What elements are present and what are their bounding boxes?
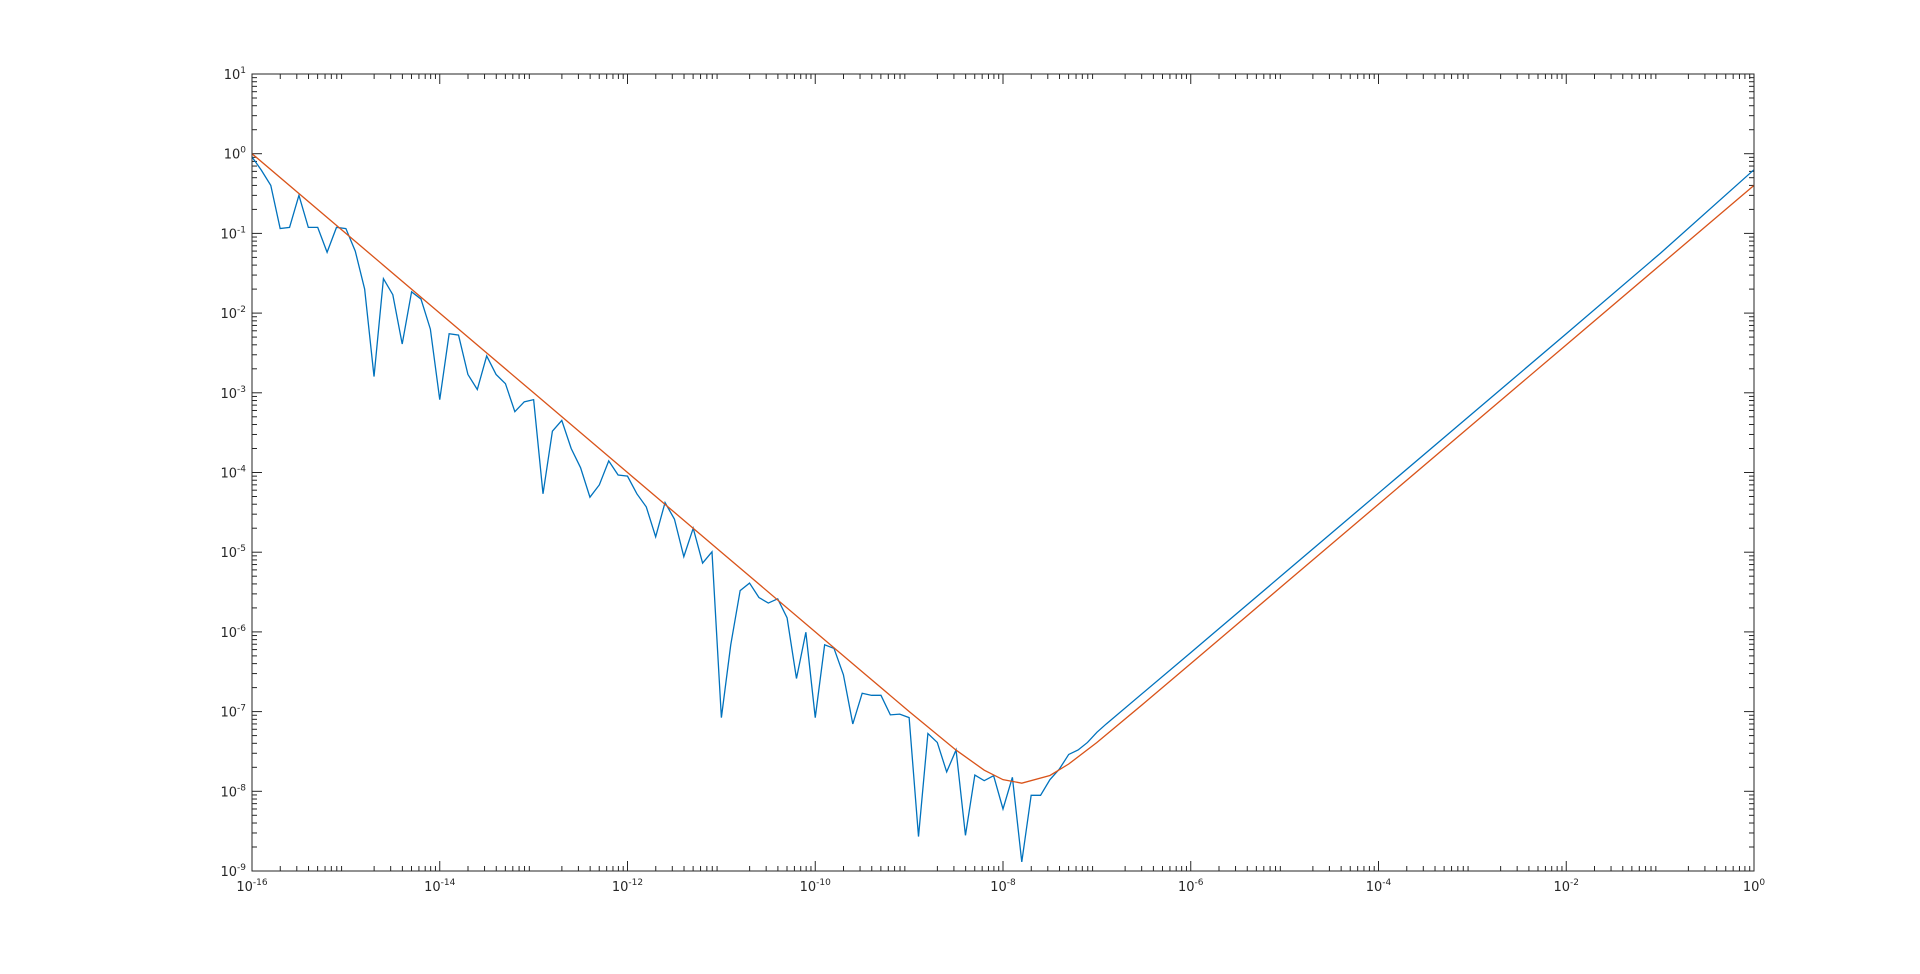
y-tick-label: 10-6 bbox=[220, 624, 246, 641]
x-tick-label-base: 10 bbox=[990, 880, 1007, 895]
y-tick-label-base: 10 bbox=[220, 626, 237, 641]
y-tick-label-exponent: -5 bbox=[237, 544, 246, 554]
x-tick-label-base: 10 bbox=[1743, 880, 1760, 895]
y-tick-label-exponent: -6 bbox=[237, 624, 246, 634]
y-tick-label-base: 10 bbox=[220, 706, 237, 721]
y-tick-label: 101 bbox=[224, 66, 246, 83]
y-tick-label: 10-8 bbox=[220, 783, 246, 800]
y-tick-label-exponent: -1 bbox=[237, 225, 246, 235]
x-tick-label-base: 10 bbox=[1553, 880, 1570, 895]
x-tick-label: 10-12 bbox=[612, 878, 643, 895]
y-tick-label: 10-2 bbox=[220, 305, 246, 322]
y-tick-label-base: 10 bbox=[220, 785, 237, 800]
x-tick-label: 10-2 bbox=[1553, 878, 1579, 895]
x-tick-label-exponent: -14 bbox=[441, 878, 456, 888]
x-tick-label-exponent: -12 bbox=[628, 878, 643, 888]
y-tick-label-base: 10 bbox=[220, 467, 237, 482]
x-tick-label-exponent: -16 bbox=[253, 878, 268, 888]
y-tick-label-exponent: -4 bbox=[237, 465, 246, 475]
y-tick-label-base: 10 bbox=[224, 68, 241, 83]
y-tick-label-base: 10 bbox=[220, 546, 237, 561]
x-tick-label-exponent: -2 bbox=[1570, 878, 1579, 888]
x-tick-label-base: 10 bbox=[236, 880, 253, 895]
y-tick-label-exponent: -3 bbox=[237, 385, 246, 395]
x-tick-label: 100 bbox=[1743, 878, 1766, 895]
y-tick-label: 10-1 bbox=[220, 225, 246, 242]
x-tick-label: 10-16 bbox=[236, 878, 268, 895]
y-tick-label-exponent: -2 bbox=[237, 305, 246, 315]
series-line bbox=[251, 156, 1755, 863]
x-tick-label-base: 10 bbox=[424, 880, 441, 895]
y-tick-label: 10-3 bbox=[220, 385, 246, 402]
y-tick-label-base: 10 bbox=[220, 865, 237, 880]
y-tick-label-base: 10 bbox=[220, 387, 237, 402]
y-tick-label: 10-9 bbox=[220, 863, 246, 880]
axes-box bbox=[251, 73, 1755, 872]
x-tick-label: 10-4 bbox=[1366, 878, 1392, 895]
x-tick-label-exponent: -6 bbox=[1195, 878, 1204, 888]
x-tick-label-base: 10 bbox=[800, 880, 817, 895]
x-tick-label: 10-14 bbox=[424, 878, 456, 895]
y-tick-label: 10-5 bbox=[220, 544, 246, 561]
y-tick-label-exponent: -7 bbox=[237, 704, 246, 714]
y-tick-label-base: 10 bbox=[220, 227, 237, 242]
y-tick-label: 10-7 bbox=[220, 704, 246, 721]
x-tick-label: 10-8 bbox=[990, 878, 1016, 895]
y-tick-label-exponent: 1 bbox=[240, 66, 246, 76]
x-tick-label-base: 10 bbox=[1178, 880, 1195, 895]
y-tick-label: 100 bbox=[224, 146, 247, 163]
y-tick-label-base: 10 bbox=[224, 148, 241, 163]
x-tick-label-exponent: -10 bbox=[816, 878, 831, 888]
x-tick-label-exponent: -8 bbox=[1007, 878, 1016, 888]
plot-area bbox=[252, 74, 1754, 871]
x-tick-label: 10-6 bbox=[1178, 878, 1204, 895]
y-tick-label: 10-4 bbox=[220, 465, 246, 482]
y-tick-label-exponent: -8 bbox=[237, 783, 246, 793]
y-tick-label-exponent: -9 bbox=[237, 863, 246, 873]
x-tick-label-base: 10 bbox=[1366, 880, 1383, 895]
series-line bbox=[251, 153, 1755, 784]
x-tick-label-exponent: 0 bbox=[1759, 878, 1765, 888]
y-tick-label-base: 10 bbox=[220, 307, 237, 322]
y-tick-label-exponent: 0 bbox=[240, 146, 246, 156]
x-tick-label: 10-10 bbox=[800, 878, 832, 895]
x-tick-label-base: 10 bbox=[612, 880, 629, 895]
x-tick-label-exponent: -4 bbox=[1382, 878, 1391, 888]
